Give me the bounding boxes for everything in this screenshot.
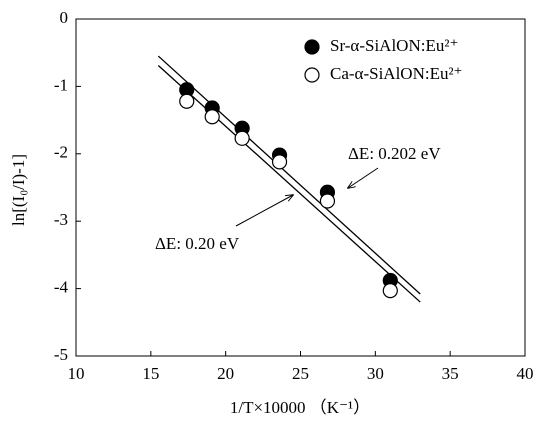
y-tick-label: -4 — [54, 278, 69, 297]
fit-line — [157, 65, 421, 303]
x-tick-label: 20 — [217, 364, 234, 383]
y-tick-label: -3 — [54, 210, 68, 229]
legend-marker — [304, 39, 320, 55]
x-tick-label: 30 — [367, 364, 384, 383]
legend-marker — [304, 67, 320, 83]
point — [179, 93, 195, 109]
x-tick-label: 15 — [142, 364, 159, 383]
annotation: ΔE: 0.20 eV — [155, 234, 240, 253]
annotation: ΔE: 0.202 eV — [348, 144, 441, 163]
point — [234, 130, 250, 146]
point — [271, 154, 288, 170]
point — [204, 109, 220, 125]
y-tick-label: 0 — [60, 8, 69, 27]
legend-label: Ca-α-SiAlON:Eu²⁺ — [330, 64, 463, 83]
fit-line — [157, 55, 421, 295]
y-tick-label: -5 — [54, 345, 68, 364]
x-tick-label: 25 — [292, 364, 309, 383]
y-tick-label: -1 — [54, 75, 68, 94]
point — [319, 193, 336, 209]
x-tick-label: 40 — [517, 364, 534, 383]
legend-label: Sr-α-SiAlON:Eu²⁺ — [330, 36, 458, 55]
arrow — [348, 167, 379, 188]
arrow — [235, 195, 293, 227]
x-tick-label: 10 — [68, 364, 85, 383]
y-tick-label: -2 — [54, 143, 68, 162]
point — [382, 283, 398, 299]
y-axis-label: ln[(I₀/I)-1] — [9, 154, 28, 226]
x-tick-label: 35 — [442, 364, 459, 383]
x-axis-label: 1/T×10000 （K⁻¹） — [230, 398, 370, 417]
